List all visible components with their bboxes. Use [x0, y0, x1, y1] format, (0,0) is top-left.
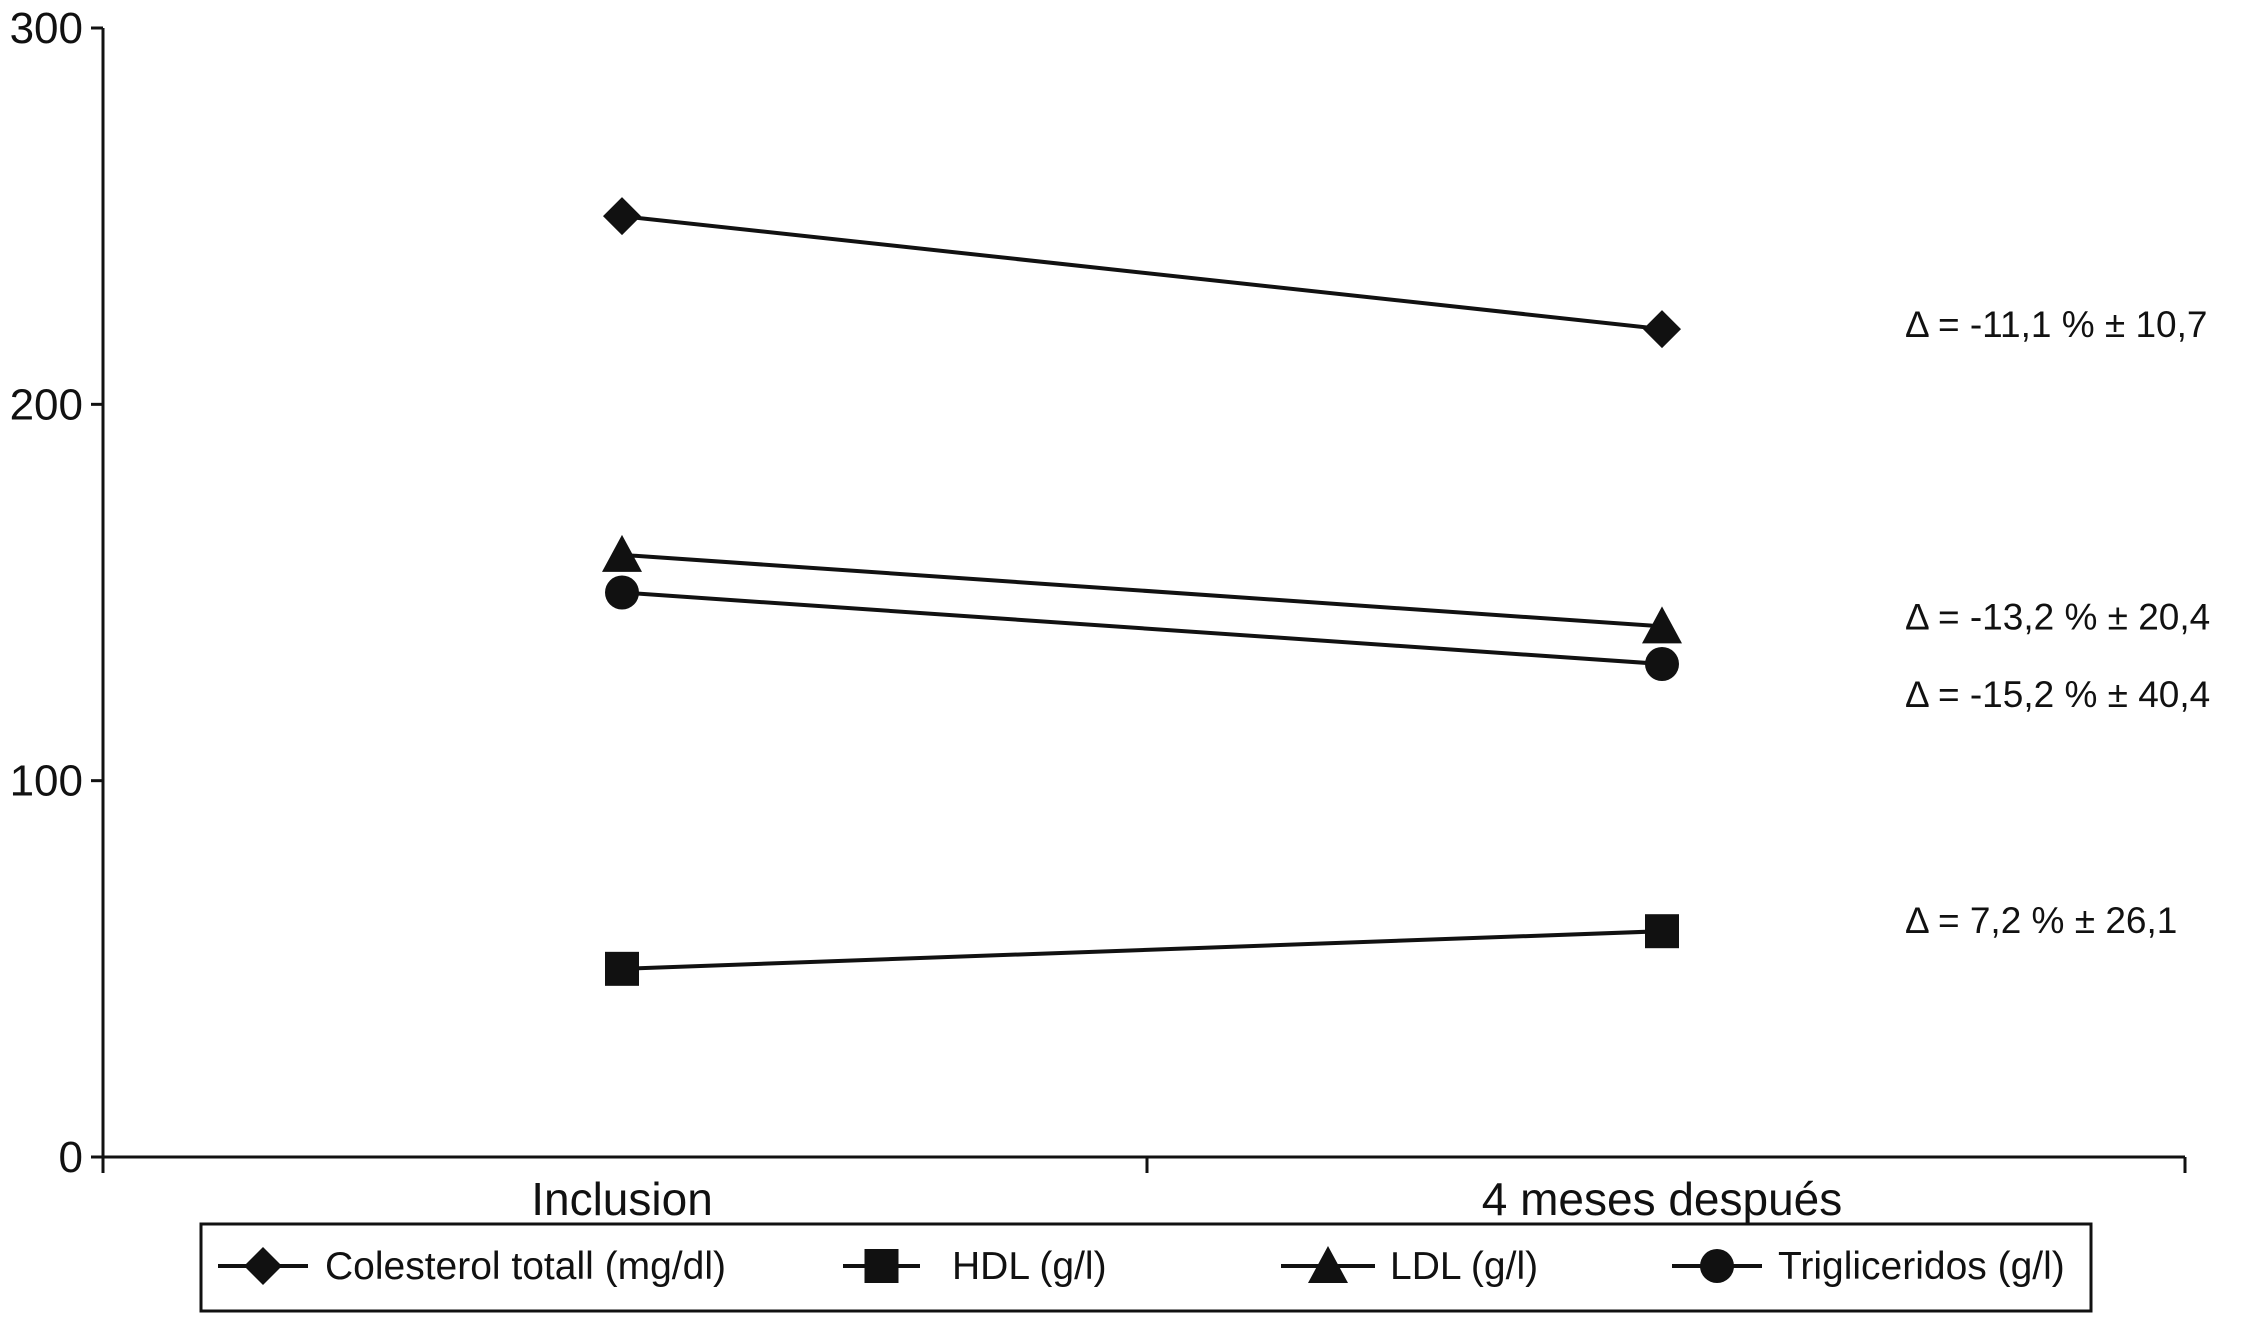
y-tick-label: 300: [10, 4, 83, 53]
legend-label: LDL (g/l): [1390, 1245, 1538, 1288]
data-point: [605, 951, 639, 986]
data-point: [605, 575, 639, 610]
series-square: [605, 914, 1679, 986]
legend-label: Trigliceridos (g/l): [1778, 1245, 2065, 1288]
y-axis-ticks: 0 100 200 300: [10, 4, 103, 1182]
series-triangle: [602, 534, 1682, 644]
axes: [101, 28, 2185, 1159]
y-tick-label: 0: [59, 1133, 83, 1182]
data-point: [1645, 647, 1679, 682]
legend-marker: [1308, 1246, 1348, 1283]
legend-label: HDL (g/l): [952, 1245, 1107, 1288]
series-circle: [605, 575, 1679, 682]
annotations: Δ = -11,1 % ± 10,7 Δ = -13,2 % ± 20,4 Δ = …: [1905, 304, 2210, 941]
series-line: [621, 929, 1663, 971]
series-line: [621, 590, 1663, 666]
delta-annotation: Δ = -11,1 % ± 10,7: [1905, 304, 2208, 345]
data-point: [1642, 606, 1682, 644]
series-line: [621, 214, 1663, 332]
legend-marker: [1700, 1249, 1734, 1283]
legend-label: Colesterol totall (mg/dl): [325, 1245, 726, 1288]
delta-annotation: Δ = -13,2 % ± 20,4: [1905, 596, 2210, 637]
legend-box: [199, 1222, 2093, 1313]
data-point: [602, 534, 642, 572]
data-point: [1645, 914, 1679, 949]
series-layer: [602, 197, 1682, 986]
legend: Colesterol totall (mg/dl) HDL (g/l) LDL (g…: [199, 1222, 2093, 1313]
y-tick-label: 100: [10, 757, 83, 806]
x-tick-label: 4 meses después: [1482, 1173, 1843, 1225]
x-tick-label: Inclusion: [531, 1173, 713, 1225]
data-point: [603, 197, 641, 236]
series-diamond: [603, 197, 1681, 349]
series-line: [621, 552, 1663, 629]
x-axis-ticks: Inclusion 4 meses después: [101, 1157, 2187, 1225]
delta-annotation: Δ = -15,2 % ± 40,4: [1905, 674, 2210, 715]
legend-marker: [244, 1247, 282, 1285]
legend-marker: [864, 1249, 899, 1283]
data-point: [1643, 310, 1681, 349]
delta-annotation: Δ = 7,2 % ± 26,1: [1905, 900, 2177, 941]
y-tick-label: 200: [10, 380, 83, 429]
